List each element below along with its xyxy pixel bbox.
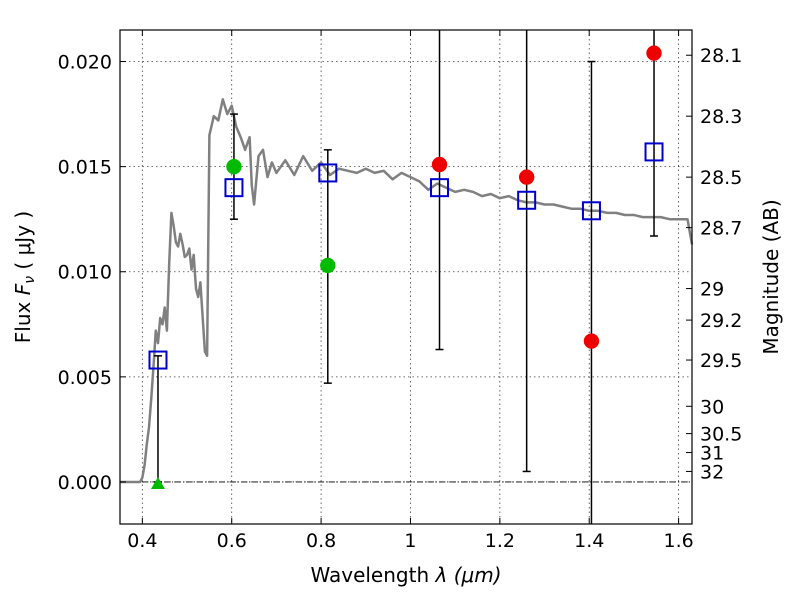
- y2-tick-label: 30.5: [700, 424, 742, 446]
- y2-tick-label: 29.2: [700, 310, 742, 332]
- x-tick-label: 0.8: [306, 530, 336, 552]
- y-tick-label: 0.020: [58, 52, 112, 74]
- upper-limit-triangle: [150, 477, 165, 490]
- model-flux-square: [581, 201, 601, 221]
- y2-tick-label: 31: [700, 443, 724, 465]
- axes: 0.4 0.6 0.8 1 1.2 1.4 1.6 0.000 0.005 0.010 0.015 0…: [58, 30, 742, 552]
- detection-point: [583, 333, 600, 349]
- x-tick-label: 1.6: [663, 530, 693, 552]
- y-tick-label: 0.000: [58, 472, 112, 494]
- y2-tick-label: 29.5: [700, 350, 742, 372]
- model-flux-square: [318, 163, 338, 183]
- y-tick-label: 0.015: [58, 157, 112, 179]
- y2-tick-label: 28.7: [700, 218, 742, 240]
- detection-point: [646, 45, 662, 61]
- y2-tick-label: 28.3: [700, 106, 742, 128]
- y-tick-label: 0.005: [58, 367, 112, 389]
- y2-tick-label: 29: [700, 279, 724, 301]
- y2-axis-label: Magnitude (AB): [759, 199, 783, 354]
- detection-point: [518, 169, 535, 185]
- y-axis-label: Flux Fν ( μJy ): [11, 211, 38, 343]
- model-flux-square: [644, 142, 664, 162]
- grid: [120, 30, 692, 524]
- x-tick-label: 1.2: [485, 530, 515, 552]
- model-flux-square: [517, 190, 537, 210]
- model-flux-square: [224, 178, 244, 198]
- model-spectrum-line: [120, 98, 694, 484]
- y2-tick-label: 28.1: [700, 45, 742, 67]
- model-flux-square: [430, 178, 450, 198]
- x-tick-label: 1.4: [574, 530, 604, 552]
- model-flux-square: [148, 350, 168, 370]
- x-tick-label: 0.4: [127, 530, 157, 552]
- observed-point: [320, 257, 336, 274]
- x-tick-label: 1: [404, 530, 416, 552]
- observed-point: [226, 158, 242, 175]
- y2-tick-label: 28.5: [700, 167, 742, 189]
- y2-tick-label: 30: [700, 396, 724, 418]
- plot-frame: [119, 29, 693, 525]
- y-tick-label: 0.010: [58, 262, 112, 284]
- x-axis-label: Wavelength λ (μm): [310, 563, 501, 587]
- plot-area: [120, 30, 694, 524]
- y2-tick-label: 32: [700, 461, 724, 483]
- x-tick-label: 0.6: [217, 530, 247, 552]
- detection-point: [431, 156, 448, 173]
